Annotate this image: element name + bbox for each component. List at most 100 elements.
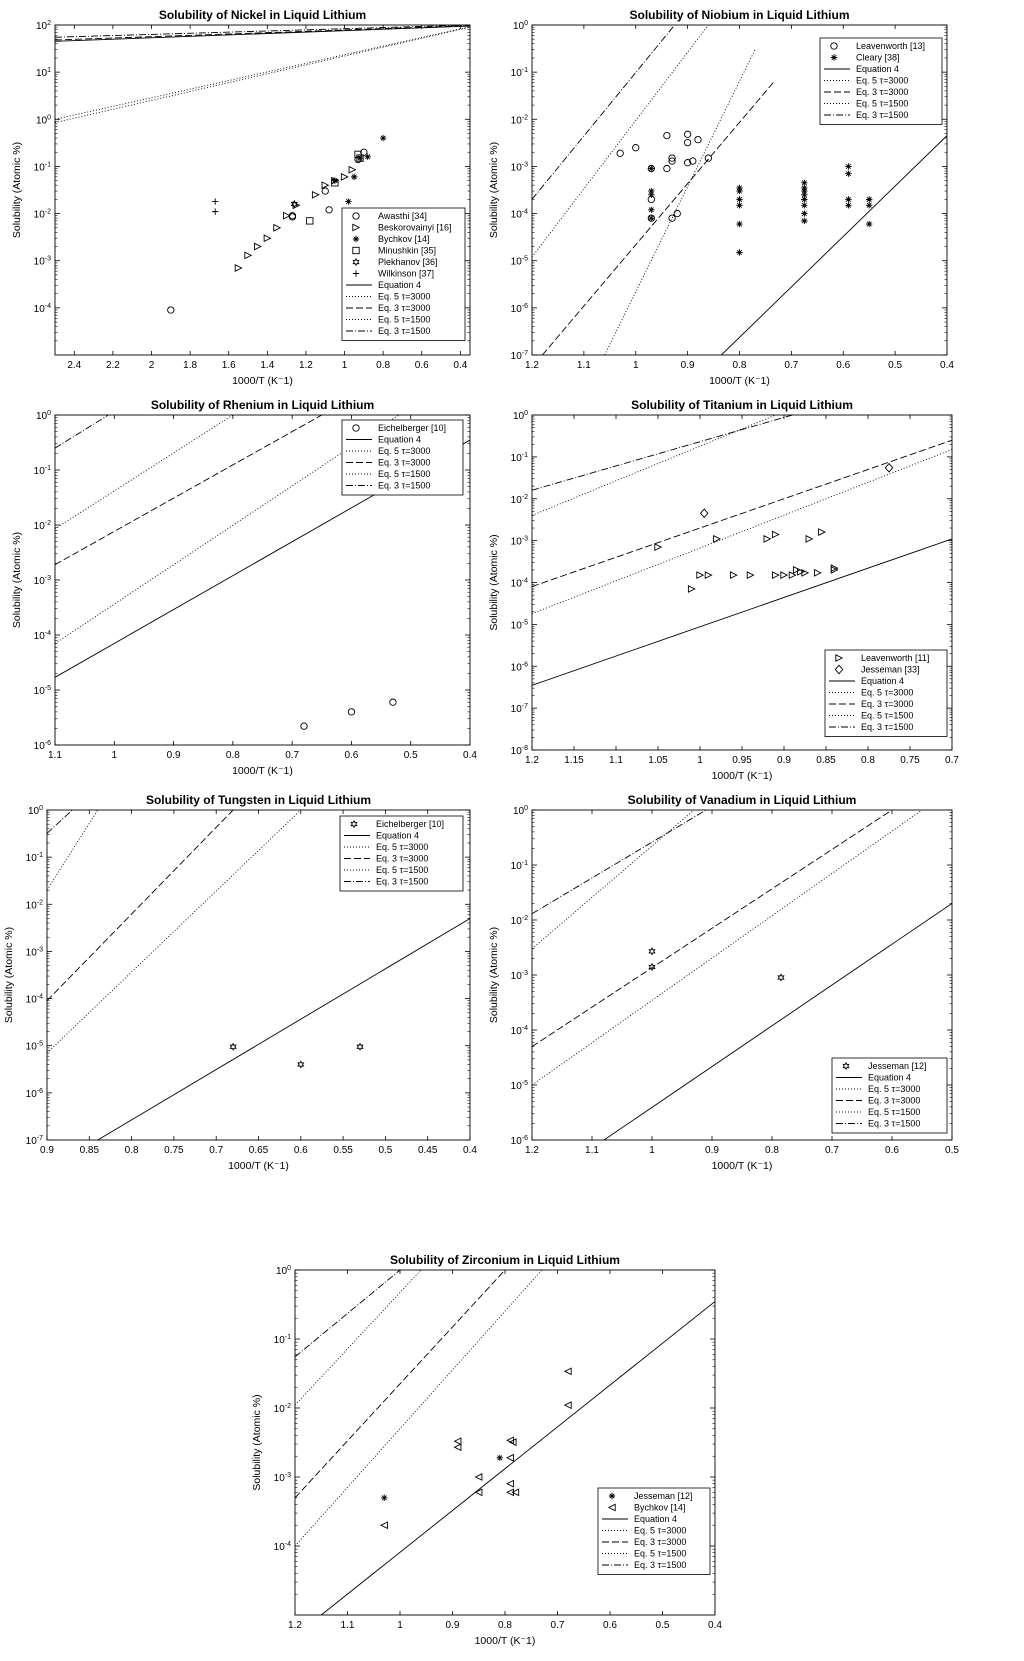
data-point: [648, 947, 656, 956]
series-line: [542, 82, 774, 355]
data-point: [797, 567, 806, 576]
y-tick-label: 10-6: [34, 740, 51, 752]
x-tick-label: 0.6: [603, 1620, 617, 1631]
legend-label: Eq. 3 τ=1500: [378, 481, 430, 491]
y-tick-label: 10-4: [34, 303, 51, 315]
x-tick-label: 0.9: [777, 755, 791, 766]
legend-marker: [350, 819, 358, 829]
x-tick-label: 0.5: [404, 750, 418, 761]
legend-label: Eq. 3 τ=1500: [634, 1560, 686, 1570]
y-tick-label: 10-5: [26, 1041, 43, 1053]
data-point: [616, 149, 624, 157]
chart-rhenium-svg: Solubility of Rhenium in Liquid Lithium 1…: [11, 398, 477, 777]
x-tick-label: 0.7: [551, 1620, 565, 1631]
y-tick-label: 10-2: [34, 520, 51, 532]
data-point: [348, 165, 357, 174]
x-tick-label: 0.6: [415, 360, 429, 371]
legend-label: Plekhanov [36]: [378, 257, 438, 267]
x-tick-label: 0.8: [733, 360, 747, 371]
chart-nickel-svg: Solubility of Nickel in Liquid Lithium 2.…: [11, 8, 471, 387]
series-line: [532, 439, 952, 587]
x-tick-label: 0.9: [167, 750, 181, 761]
data-point: [379, 134, 387, 142]
data-point: [389, 698, 397, 706]
series-line: [55, 415, 234, 530]
y-tick-label: 10-3: [274, 1472, 291, 1484]
data-point: [663, 131, 671, 140]
data-point: [780, 571, 789, 580]
x-tick-label: 1.05: [648, 755, 668, 766]
x-tick-label: 1.2: [525, 1145, 539, 1156]
series-line: [55, 25, 470, 41]
chart-title: Solubility of Niobium in Liquid Lithium: [630, 8, 850, 22]
data-point: [273, 223, 282, 232]
legend-label: Eq. 3 τ=3000: [856, 87, 908, 97]
data-point: [696, 571, 705, 580]
y-tick-label: 10-2: [511, 915, 528, 927]
y-tick-label: 10-1: [26, 852, 43, 864]
x-tick-label: 0.6: [836, 360, 850, 371]
data-point: [563, 1367, 572, 1376]
series-line: [47, 810, 73, 834]
data-point: [736, 196, 743, 203]
data-point: [648, 187, 655, 195]
chart-niobium: Solubility of Niobium in Liquid Lithium 1…: [482, 0, 1022, 395]
x-tick-label: 0.85: [80, 1145, 100, 1156]
x-tick-label: 0.8: [125, 1145, 139, 1156]
legend-label: Equation 4: [376, 831, 419, 841]
data-point: [297, 1060, 305, 1069]
x-axis-label: 1000/T (K⁻1): [709, 375, 770, 387]
series-line: [55, 26, 470, 124]
chart-vanadium: Solubility of Vanadium in Liquid Lithium…: [482, 790, 1022, 1250]
series-line: [532, 810, 923, 1086]
legend-label: Eq. 3 τ=1500: [856, 110, 908, 120]
data-point: [884, 462, 894, 473]
x-tick-label: 1.1: [48, 750, 62, 761]
series-line: [721, 135, 947, 355]
x-tick-label: 0.8: [226, 750, 240, 761]
y-tick-label: 10-2: [511, 494, 528, 506]
legend-label: Eq. 3 τ=3000: [376, 854, 428, 864]
legend-marker: [352, 246, 360, 255]
x-tick-label: 1.2: [525, 360, 539, 371]
legend-marker: [352, 223, 361, 232]
y-tick-label: 10-7: [26, 1135, 43, 1147]
data-point: [694, 135, 702, 144]
legend-box: [339, 815, 464, 892]
legend-label: Cleary [38]: [856, 53, 900, 63]
legend-marker: [352, 270, 360, 277]
data-point: [763, 534, 772, 543]
data-point: [736, 202, 743, 209]
legend-label: Equation 4: [861, 676, 904, 686]
data-point: [453, 1443, 462, 1452]
x-tick-label: 0.6: [294, 1145, 308, 1156]
data-point: [511, 1488, 520, 1497]
x-tick-label: 1.2: [288, 1620, 302, 1631]
y-axis-label: Solubility (Atomic %): [11, 142, 23, 238]
x-tick-label: 0.55: [333, 1145, 353, 1156]
y-axis-label: Solubility (Atomic %): [488, 142, 500, 238]
legend-marker: [608, 1492, 616, 1500]
data-point: [506, 1479, 514, 1488]
y-tick-label: 10-3: [511, 536, 528, 548]
legend-marker: [834, 664, 844, 675]
x-tick-label: 0.9: [40, 1145, 54, 1156]
data-point: [290, 199, 298, 209]
data-point: [663, 164, 671, 173]
x-tick-label: 1: [697, 755, 703, 766]
chart-title: Solubility of Tungsten in Liquid Lithium: [146, 793, 371, 807]
y-tick-label: 10-2: [34, 209, 51, 221]
data-point: [683, 130, 692, 138]
data-point: [818, 528, 827, 537]
y-tick-label: 10-4: [511, 209, 528, 221]
y-axis-label: Solubility (Atomic %): [488, 927, 500, 1023]
legend-label: Eq. 5 τ=3000: [376, 842, 428, 852]
legend-label: Eq. 3 τ=3000: [868, 1096, 920, 1106]
y-tick-label: 10-7: [511, 703, 528, 715]
data-point: [331, 177, 339, 184]
x-tick-label: 0.5: [378, 1145, 392, 1156]
legend-box: [341, 419, 464, 496]
data-point: [865, 196, 873, 203]
legend-box: [597, 1487, 711, 1575]
series-line: [604, 49, 756, 355]
